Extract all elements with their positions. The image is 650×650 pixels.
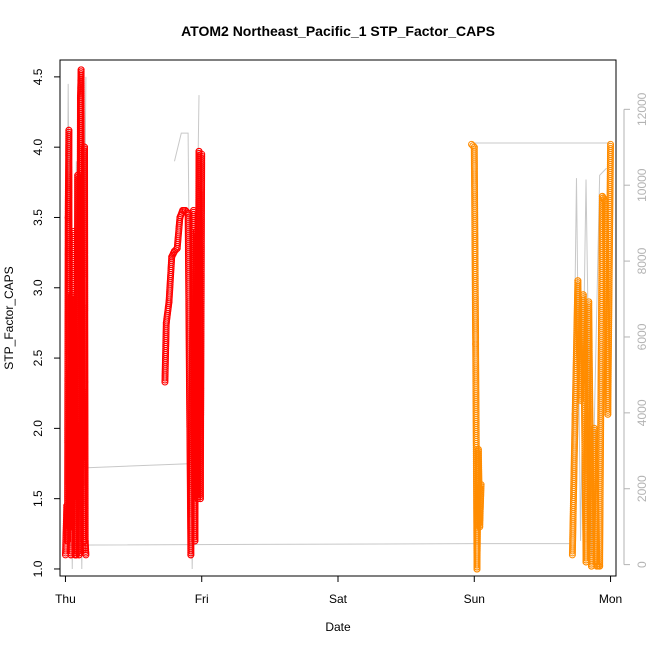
x-axis-label: Date	[325, 620, 351, 634]
secondary-trace	[571, 167, 607, 555]
data-point	[477, 484, 485, 492]
secondary-trace	[87, 463, 195, 469]
y-axis-label: STP_Factor_CAPS	[2, 266, 16, 369]
data-point	[82, 551, 90, 559]
data-point	[198, 154, 206, 162]
series-2	[468, 140, 485, 573]
data-point	[477, 483, 485, 491]
data-point	[477, 481, 485, 489]
series-layer	[61, 66, 615, 573]
data-point	[198, 152, 206, 160]
series-1	[161, 147, 206, 559]
data-point	[198, 150, 206, 158]
chart-title: ATOM2 Northeast_Pacific_1 STP_Factor_CAP…	[181, 23, 495, 39]
series-3	[568, 140, 615, 570]
series-0	[61, 66, 90, 559]
